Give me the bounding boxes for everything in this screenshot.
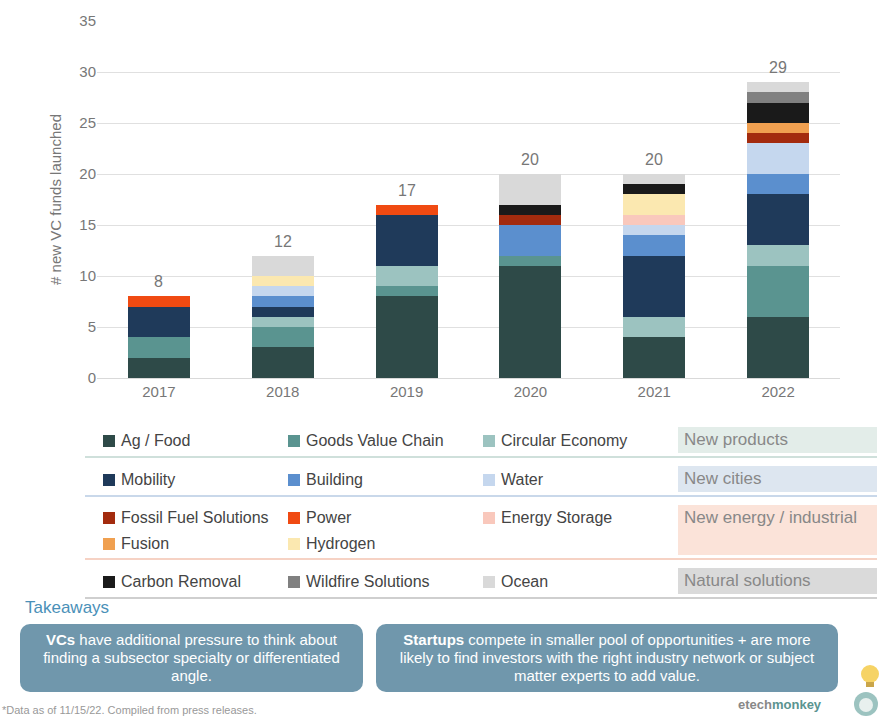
html-text:Startups compete in smaller po: Startups compete in smaller pool of oppo…	[399, 631, 815, 684]
svg-text:30: 30	[79, 63, 96, 80]
svg-text:2017: 2017	[142, 383, 175, 400]
svg-text:2022: 2022	[761, 383, 794, 400]
html-text:Natural solutions: Natural solutions	[684, 571, 811, 590]
html-text:Power: Power	[306, 509, 352, 526]
html-text:Fossil Fuel Solutions: Fossil Fuel Solutions	[121, 509, 269, 526]
svg-text:12: 12	[274, 233, 292, 250]
svg-text:2019: 2019	[390, 383, 423, 400]
html-text:etech monkey: etech monkey	[738, 697, 822, 712]
html-text:*Data as of 11/15/22. Compiled: *Data as of 11/15/22. Compiled from pres…	[2, 704, 257, 716]
svg-text:35: 35	[79, 12, 96, 29]
svg-text:2021: 2021	[638, 383, 671, 400]
svg-text:15: 15	[79, 216, 96, 233]
html-text:VCs have additional pressure t: VCs have additional pressure to think ab…	[43, 631, 340, 684]
svg-text:# new VC funds launched: # new VC funds launched	[47, 114, 64, 285]
html-text:Carbon Removal: Carbon Removal	[121, 573, 242, 590]
svg-text:29: 29	[769, 59, 787, 76]
html-text:New cities: New cities	[684, 469, 762, 488]
html-text:New products: New products	[684, 430, 788, 449]
svg-text:2020: 2020	[514, 383, 547, 400]
html-text:Hydrogen: Hydrogen	[306, 535, 376, 552]
svg-text:20: 20	[645, 151, 663, 168]
html-text:New energy / industrial: New energy / industrial	[684, 508, 857, 527]
html-text:Ag / Food: Ag / Food	[121, 432, 191, 449]
svg-text:17: 17	[398, 182, 416, 199]
html-text:Building: Building	[306, 471, 363, 488]
html-text:Circular Economy: Circular Economy	[501, 432, 628, 449]
html-text:Fusion: Fusion	[121, 535, 169, 552]
svg-text:20: 20	[79, 165, 96, 182]
svg-text:10: 10	[79, 267, 96, 284]
html-text:Energy Storage: Energy Storage	[501, 509, 613, 526]
html-text:Wildfire Solutions: Wildfire Solutions	[306, 573, 430, 590]
svg-text:5: 5	[88, 318, 96, 335]
html-text:Mobility: Mobility	[121, 471, 176, 488]
html-text:Takeaways: Takeaways	[25, 598, 110, 617]
html-text:Goods Value Chain: Goods Value Chain	[306, 432, 444, 449]
html-text:Ocean: Ocean	[501, 573, 549, 590]
svg-text:8: 8	[154, 273, 163, 290]
svg-text:20: 20	[521, 151, 539, 168]
html-text:Water: Water	[501, 471, 544, 488]
svg-text:2018: 2018	[266, 383, 299, 400]
svg-text:25: 25	[79, 114, 96, 131]
svg-text:0: 0	[88, 369, 96, 386]
